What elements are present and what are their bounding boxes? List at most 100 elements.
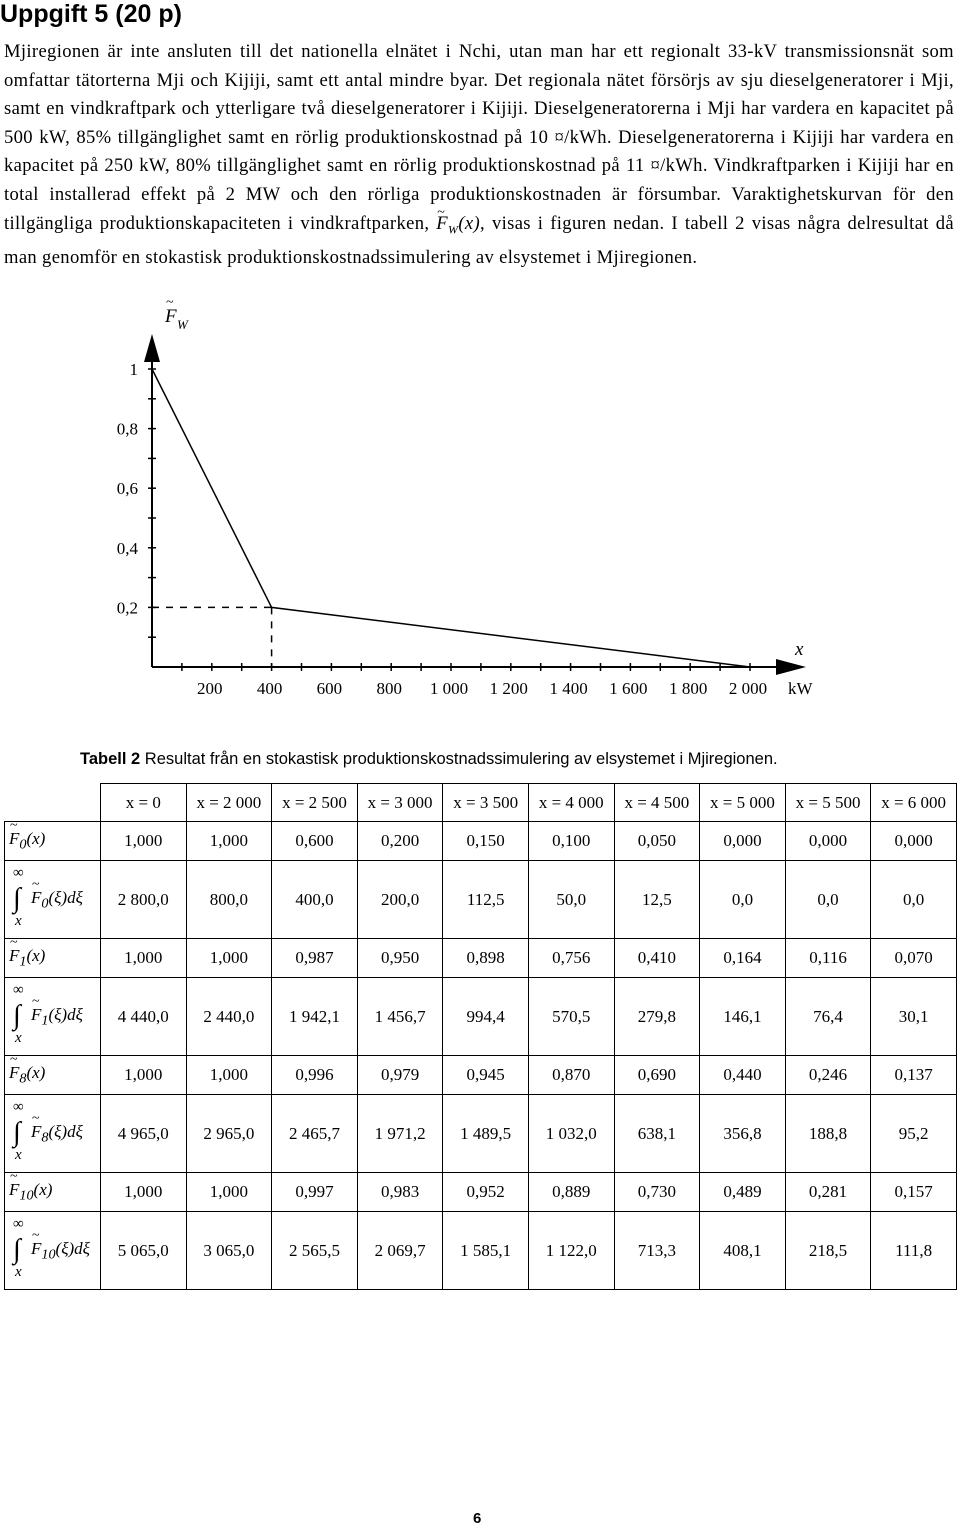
table-cell: 356,8 [699,1094,786,1173]
integral-sign: ∫ [13,883,21,914]
table-cell: 1,000 [185,938,273,978]
table-cell: 1 489,5 [442,1094,529,1173]
table-cell: 2 800,0 [100,860,187,939]
table-cell: 0,157 [870,1172,957,1212]
table-cell: 1,000 [100,821,187,861]
table-cell: 0,000 [870,821,957,861]
table-row: F1(x)1,0001,0000,9870,9500,8980,7560,410… [4,935,957,978]
table-cell: 30,1 [870,977,957,1056]
integral-lower-limit: x [15,1030,22,1046]
row-label-function: F10(x) [4,1169,101,1212]
table-cell: 1,000 [100,1055,187,1095]
table-cell: 0,150 [442,821,529,861]
table-cell: 0,281 [784,1172,872,1212]
table-cell: 0,983 [356,1172,444,1212]
wind-capacity-symbol: FW(x) [436,199,480,237]
table-cell: 2 465,7 [271,1094,358,1173]
table-cell: 0,164 [699,938,786,978]
table-cell: 0,100 [527,821,615,861]
integral-lower-limit: x [15,1264,22,1280]
table-cell: 0,410 [613,938,701,978]
table-cell: 4 440,0 [100,977,187,1056]
table-cell: 1 122,0 [527,1211,615,1290]
header-corner [4,783,101,822]
table-cell: 188,8 [784,1094,872,1173]
table-cell: 3 065,0 [185,1211,273,1290]
table-cell: 1 942,1 [271,977,358,1056]
table-caption-label: Tabell 2 [80,750,141,768]
table-row: ∞ ∫ F1(ξ)dξ x 4 440,02 440,01 942,11 456,799… [4,977,957,1056]
table-cell: 0,000 [784,821,872,861]
table-cell: 0,987 [271,938,358,978]
integrand: F8(ξ)dξ [31,1111,83,1146]
y-axis-arrow [144,334,160,362]
column-header: x = 2 500 [271,783,358,822]
table-cell: 0,600 [271,821,358,861]
x-tick-label: 1 400 [549,679,587,698]
table-cell: 0,070 [870,938,957,978]
description-part-1: Mjiregionen är inte ansluten till det na… [4,41,954,234]
table-cell: 713,3 [613,1211,701,1290]
table-cell: 0,889 [527,1172,615,1212]
row-label-function: F8(x) [4,1052,101,1095]
column-header: x = 2 000 [185,783,273,822]
x-tick-label: 400 [257,679,283,698]
table-cell: 0,950 [356,938,444,978]
table-cell: 0,996 [271,1055,358,1095]
duration-curve-line [151,368,751,668]
integrand: F0(ξ)dξ [31,877,83,912]
x-axis-unit: kW [788,679,814,698]
table-cell: 111,8 [870,1211,957,1290]
table-cell: 1,000 [100,938,187,978]
table-cell: 2 565,5 [271,1211,358,1290]
table-cell: 0,997 [271,1172,358,1212]
column-header: x = 3 000 [356,783,444,822]
table-cell: 0,870 [527,1055,615,1095]
table-cell: 0,137 [870,1055,957,1095]
x-axis-arrow [776,659,806,675]
row-label-integral: ∞ ∫ F1(ξ)dξ x [4,977,101,1056]
column-header: x = 6 000 [870,783,957,822]
row-label-integral: ∞ ∫ F0(ξ)dξ x [4,860,101,939]
table-cell: 638,1 [613,1094,701,1173]
x-tick-label: 1 600 [609,679,647,698]
column-header: x = 4 500 [613,783,701,822]
table-cell: 1,000 [185,821,273,861]
x-tick-label: 1 000 [430,679,468,698]
integrand: F1(ξ)dξ [31,994,83,1029]
table-cell: 0,756 [527,938,615,978]
integral-sign: ∫ [13,1117,21,1148]
table-cell: 0,0 [784,860,872,939]
x-tick-label: 1 200 [490,679,528,698]
page-number: 6 [473,1510,482,1527]
column-header: x = 5 500 [784,783,872,822]
table-cell: 1 032,0 [527,1094,615,1173]
table-cell: 0,690 [613,1055,701,1095]
table-caption-text: Resultat från en stokastisk produktionsk… [140,750,778,768]
table-cell: 0,116 [784,938,872,978]
table-cell: 279,8 [613,977,701,1056]
table-cell: 0,730 [613,1172,701,1212]
x-tick-label: 1 800 [669,679,707,698]
table-cell: 0,952 [442,1172,529,1212]
x-tick-label: 200 [197,679,223,698]
table-cell: 218,5 [784,1211,872,1290]
table-cell: 0,0 [870,860,957,939]
row-label-function: F1(x) [4,935,101,978]
table-cell: 2 069,7 [356,1211,444,1290]
y-axis-symbol: F [164,306,177,327]
table-cell: 1 585,1 [442,1211,529,1290]
table-cell: 400,0 [271,860,358,939]
integral-upper-limit: ∞ [13,982,24,998]
integral-sign: ∫ [13,1234,21,1265]
table-cell: 570,5 [527,977,615,1056]
table-cell: 0,440 [699,1055,786,1095]
task-heading: Uppgift 5 (20 p) [0,0,182,28]
table-cell: 0,489 [699,1172,786,1212]
table-cell: 4 965,0 [100,1094,187,1173]
table-cell: 200,0 [356,860,444,939]
table-cell: 0,246 [784,1055,872,1095]
table-cell: 1 971,2 [356,1094,444,1173]
